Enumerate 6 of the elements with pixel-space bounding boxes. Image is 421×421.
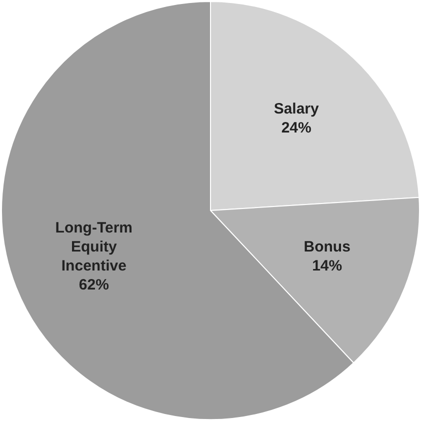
data-label: 62% [78, 276, 109, 294]
slice-label: Bonus [304, 238, 350, 256]
data-label: 14% [312, 257, 342, 274]
slice-label: Salary [274, 100, 320, 118]
slice-label: Long-Term Equity Incentive [55, 219, 133, 274]
data-label: 24% [281, 120, 312, 137]
